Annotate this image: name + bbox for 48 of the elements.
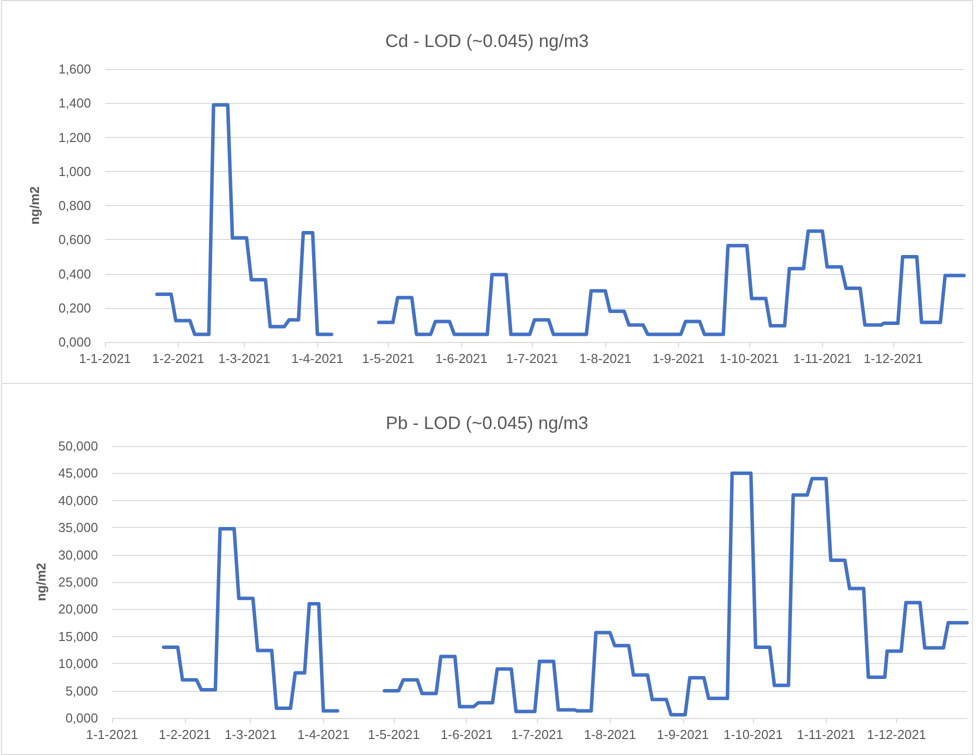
x-tick-label: 1-7-2021 (506, 351, 558, 366)
y-tick-label: 1,200 (58, 130, 91, 145)
x-tick-label: 1-8-2021 (579, 351, 632, 366)
x-tick-label: 1-5-2021 (368, 727, 420, 742)
y-tick-label: 0,000 (58, 334, 91, 350)
chart-title: Cd - LOD (~0.045) ng/m3 (385, 31, 589, 51)
y-tick-label: 50,000 (58, 438, 98, 454)
x-tick-label: 1-1-2021 (78, 351, 132, 366)
y-tick-label: 15,000 (58, 628, 98, 644)
x-tick-label: 1-9-2021 (656, 727, 709, 742)
y-axis-title: ng/m2 (27, 186, 42, 225)
x-tick-label: 1-10-2021 (720, 351, 779, 366)
x-tick-label: 1-11-2021 (796, 727, 856, 742)
y-tick-label: 45,000 (58, 466, 98, 481)
chart-title: Pb - LOD (~0.045) ng/m3 (386, 413, 588, 433)
x-tick-label: 1-3-2021 (224, 727, 277, 742)
x-tick-label: 1-3-2021 (218, 351, 270, 366)
x-tick-label: 1-6-2021 (440, 727, 493, 742)
x-tick-label: 1-1-2021 (86, 727, 138, 742)
y-tick-label: 30,000 (58, 547, 98, 562)
x-tick-label: 1-7-2021 (511, 727, 564, 742)
x-tick-label: 1-4-2021 (297, 727, 350, 742)
x-tick-label: 1-6-2021 (435, 351, 488, 366)
y-tick-label: 25,000 (58, 574, 98, 590)
y-tick-label: 20,000 (58, 602, 98, 617)
y-tick-label: 40,000 (58, 492, 98, 508)
y-axis-title: ng/m2 (33, 562, 48, 602)
y-tick-label: 10,000 (58, 656, 98, 672)
y-tick-label: 0,600 (58, 232, 91, 248)
y-tick-label: 0,200 (58, 300, 91, 316)
x-tick-label: 1-12-2021 (866, 727, 926, 742)
x-tick-label: 1-10-2021 (724, 727, 783, 742)
y-tick-label: 35,000 (58, 520, 98, 536)
x-tick-label: 1-8-2021 (584, 727, 636, 742)
x-tick-label: 1-2-2021 (152, 351, 204, 366)
y-tick-label: 1,000 (58, 164, 91, 179)
y-tick-label: 5,000 (65, 683, 98, 698)
x-tick-label: 1-11-2021 (793, 351, 852, 366)
x-tick-label: 1-2-2021 (158, 727, 211, 742)
y-tick-label: 0,000 (65, 710, 98, 726)
y-tick-label: 0,800 (58, 198, 91, 213)
y-tick-label: 1,600 (58, 62, 91, 76)
x-tick-label: 1-9-2021 (652, 351, 704, 366)
x-tick-label: 1-5-2021 (362, 351, 414, 366)
x-tick-label: 1-12-2021 (864, 351, 923, 366)
y-tick-label: 0,400 (58, 266, 91, 282)
y-tick-label: 1,400 (58, 96, 91, 111)
x-tick-label: 1-4-2021 (291, 351, 344, 366)
